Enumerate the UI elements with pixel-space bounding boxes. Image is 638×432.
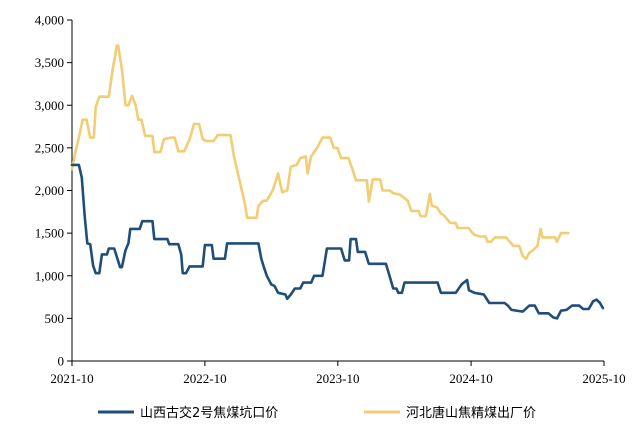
series-line-2: [70, 44, 570, 260]
legend: 山西古交2号焦煤坑口价 河北唐山焦精煤出厂价: [98, 405, 536, 421]
legend-label-1: 山西古交2号焦煤坑口价: [140, 405, 278, 421]
y-tick-label: 500: [45, 311, 65, 326]
series-layer: [70, 44, 605, 320]
legend-label-2: 河北唐山焦精煤出厂价: [406, 405, 536, 421]
y-tick-label: 2,000: [35, 183, 64, 198]
y-tick-label: 0: [58, 354, 65, 369]
x-tick-label: 2023-10: [316, 371, 359, 386]
y-tick-label: 4,000: [35, 13, 64, 28]
y-tick-label: 1,000: [35, 268, 64, 283]
y-tick-label: 2,500: [35, 140, 64, 155]
x-tick-label: 2022-10: [183, 371, 226, 386]
x-tick-label: 2024-10: [449, 371, 492, 386]
y-tick-label: 1,500: [35, 226, 64, 241]
axes: 0 500 1,000 1,500 2,000 2,500 3,000 3,500 4,000 2…: [35, 13, 626, 387]
x-tick-label: 2021-10: [50, 371, 93, 386]
x-tick-label: 2025-10: [582, 371, 625, 386]
series-line-1: [70, 163, 605, 320]
y-tick-label: 3,000: [35, 98, 64, 113]
y-tick-label: 3,500: [35, 55, 64, 70]
